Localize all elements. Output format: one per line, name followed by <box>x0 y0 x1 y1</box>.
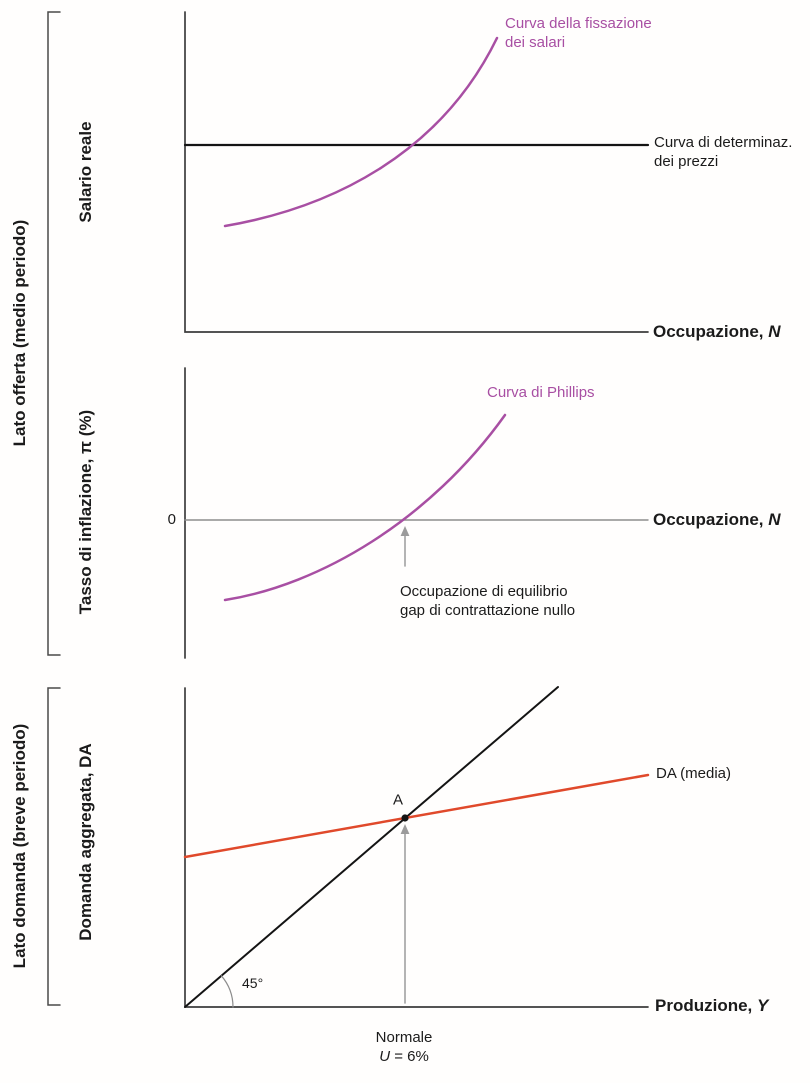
top-x-axis-label-text: Occupazione, <box>653 322 769 341</box>
price-determination-label-line1: Curva di determinaz. <box>654 134 793 151</box>
normal-annotation-value: = 6% <box>390 1048 429 1066</box>
wage-setting-curve-label: Curva della fissazione dei salari <box>505 14 652 52</box>
normal-unemployment-annotation: Normale U = 6% <box>376 1028 433 1066</box>
phillips-curve-label: Curva di Phillips <box>487 384 595 401</box>
middle-x-axis-label-var: N <box>768 510 781 529</box>
bottom-x-axis-label: Produzione, Y <box>655 996 768 1016</box>
bottom-y-axis-label: Domanda aggregata, DA <box>76 743 95 941</box>
price-determination-label: Curva di determinaz. dei prezzi <box>654 133 792 171</box>
angle-45-label: 45° <box>242 975 264 991</box>
top-x-axis-label: Occupazione, N <box>653 322 781 342</box>
wage-setting-curve-label-line2: dei salari <box>505 34 566 52</box>
top-y-axis-label: Salario reale <box>76 121 95 223</box>
equilibrium-annotation-line2: gap di contrattazione nullo <box>400 602 576 620</box>
top-panel-axes <box>184 11 649 333</box>
output-arrow-head <box>400 824 410 834</box>
equilibrium-arrow-head <box>400 526 410 536</box>
normal-annotation-line2: U = 6% <box>376 1047 433 1066</box>
price-determination-label-line2: dei prezzi <box>654 153 719 171</box>
phillips-curve <box>223 413 507 602</box>
aggregate-demand-label: DA (media) <box>656 765 732 782</box>
normal-annotation-var: U <box>379 1048 391 1066</box>
top-x-axis-label-var: N <box>768 322 781 341</box>
middle-y-axis-label: Tasso di inflazione, π (%) <box>76 409 95 615</box>
aggregate-demand-line <box>183 773 650 859</box>
normal-annotation-line1: Normale <box>375 1029 433 1046</box>
equilibrium-annotation: Occupazione di equilibrio gap di contrat… <box>400 582 575 620</box>
supply-bracket <box>47 11 61 656</box>
side-label-supply: Lato offerta (medio periodo) <box>10 219 29 447</box>
zero-tick-label: 0 <box>167 511 176 528</box>
bottom-x-axis-label-var: Y <box>757 996 769 1015</box>
wage-setting-curve-label-line1: Curva della fissazione <box>505 15 652 32</box>
line-45-degree <box>184 686 559 1008</box>
point-a-label: A <box>392 791 404 809</box>
middle-x-axis-label-text: Occupazione, <box>653 510 769 529</box>
wage-setting-curve <box>223 36 499 228</box>
demand-bracket <box>47 687 61 1006</box>
side-label-demand: Lato domanda (breve periodo) <box>10 723 29 969</box>
point-a-dot <box>401 814 409 822</box>
middle-x-axis-label: Occupazione, N <box>653 510 781 530</box>
bottom-panel-axes <box>184 687 649 1008</box>
angle-arc <box>220 975 234 1008</box>
equilibrium-annotation-line1: Occupazione di equilibrio <box>400 583 568 600</box>
bottom-x-axis-label-text: Produzione, <box>655 996 757 1015</box>
